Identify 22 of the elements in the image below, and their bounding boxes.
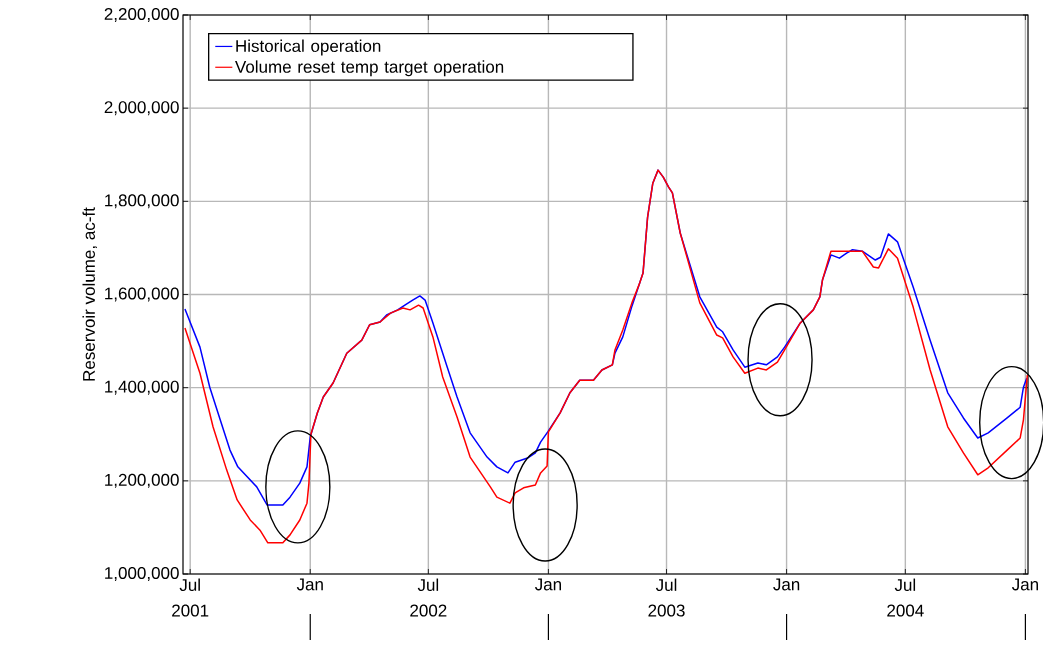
x-tick-label: Jul — [655, 578, 677, 592]
x2-tick-label: 2004 — [887, 604, 924, 617]
x-tick-label: Jan — [773, 578, 800, 591]
x2-tick-label: 2003 — [648, 604, 685, 617]
y-tick-label: 1,400,000 — [105, 380, 179, 395]
y-tick-label: 1,600,000 — [105, 287, 179, 302]
x-tick-label: Jul — [894, 578, 916, 592]
x-tick-label: Jan — [296, 578, 323, 591]
y-axis-title: Reservoir volume, ac-ft — [82, 207, 97, 381]
y-tick-label: 2,000,000 — [104, 101, 179, 116]
y-tick-label: 2,200,000 — [104, 7, 179, 23]
legend-label: Volume reset temp target operation — [235, 60, 504, 77]
legend-label: Historical operation — [236, 39, 381, 56]
x-tick-label: Jan — [1011, 578, 1038, 591]
x-tick-label: Jul — [179, 578, 200, 592]
y-tick-label: 1,200,000 — [105, 473, 179, 488]
y-tick-label: 1,000,000 — [105, 566, 179, 582]
x-tick-label: Jul — [417, 578, 439, 592]
y-tick-label: 1,800,000 — [105, 194, 179, 209]
x2-tick-label: 2002 — [410, 604, 447, 617]
x2-tick-label: 2001 — [172, 604, 209, 617]
x-tick-label: Jan — [534, 578, 561, 591]
